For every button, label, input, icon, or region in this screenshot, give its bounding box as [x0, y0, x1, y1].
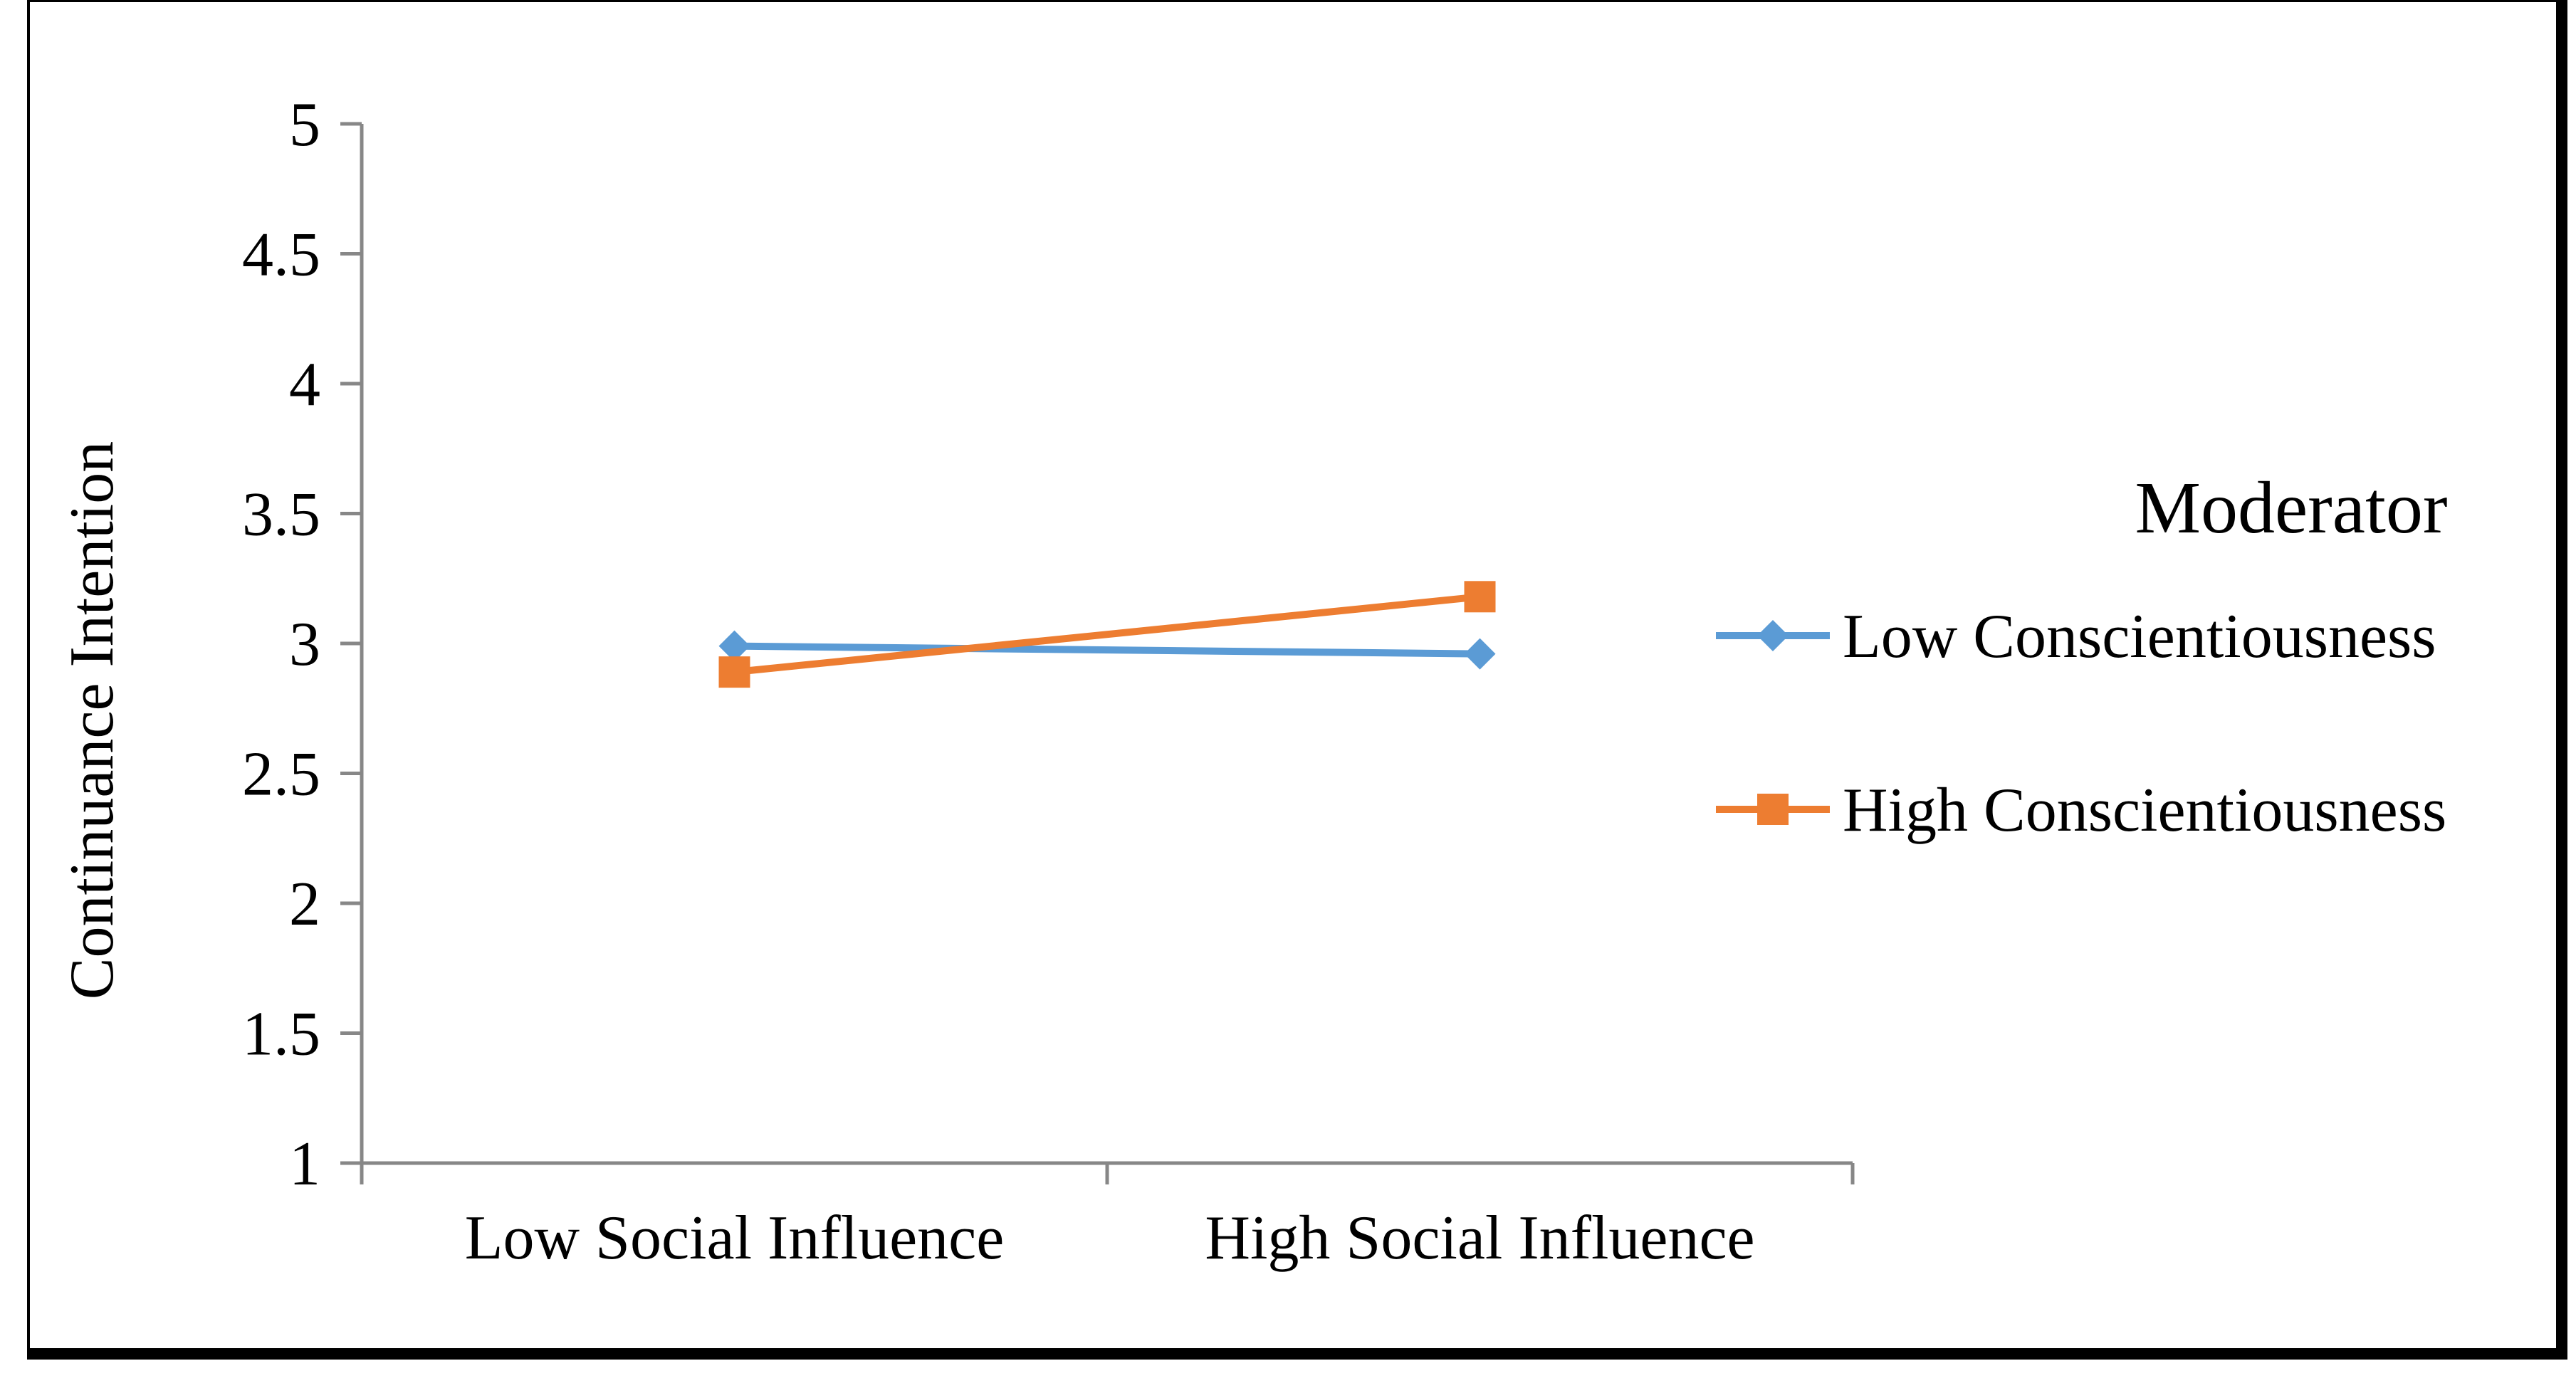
y-tick-label: 2 — [289, 870, 320, 939]
x-ticks: Low Social Influence High Social Influenc… — [360, 1163, 1855, 1273]
legend: Moderator Low Conscientiousness High Cons… — [1716, 467, 2447, 845]
data-point — [718, 630, 750, 662]
series-high-conscientiousness — [718, 581, 1496, 688]
y-tick-label: 3.5 — [242, 480, 320, 550]
series-line — [733, 593, 1481, 676]
y-tick-label: 1 — [289, 1130, 320, 1199]
y-tick-label: 3 — [289, 610, 320, 679]
legend-label: Low Conscientiousness — [1843, 602, 2436, 671]
y-tick-label: 2.5 — [242, 740, 320, 809]
axes — [360, 124, 1853, 1165]
data-point — [1464, 638, 1496, 670]
y-tick-label: 5 — [289, 90, 320, 159]
legend-swatch-marker — [1757, 794, 1789, 825]
y-tick-label: 4.5 — [242, 221, 320, 290]
y-tick-label: 4 — [289, 350, 320, 419]
series-line — [734, 642, 1480, 658]
legend-label: High Conscientiousness — [1843, 776, 2446, 845]
x-tick-label: Low Social Influence — [465, 1204, 1005, 1273]
legend-item: High Conscientiousness — [1716, 776, 2446, 845]
x-tick-label: High Social Influence — [1205, 1204, 1754, 1273]
legend-title: Moderator — [2135, 467, 2448, 549]
y-ticks: 1 1.5 2 2.5 3 3.5 4 4.5 5 — [242, 90, 362, 1199]
series-layer — [718, 581, 1496, 688]
legend-item: Low Conscientiousness — [1716, 602, 2436, 671]
data-point — [1464, 581, 1496, 613]
chart-frame — [27, 0, 2567, 1360]
y-tick-label: 1.5 — [242, 1000, 320, 1069]
y-axis-label: Continuance Intention — [58, 441, 127, 999]
data-point — [718, 656, 750, 688]
series-low-conscientiousness — [718, 630, 1496, 670]
legend-swatch-marker — [1757, 620, 1789, 651]
